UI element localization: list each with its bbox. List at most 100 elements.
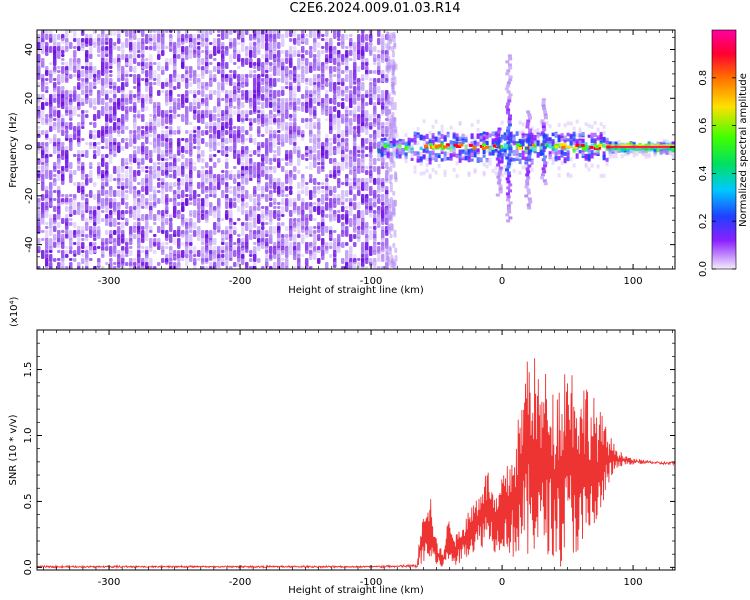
spectrogram-hot-cell <box>424 144 429 148</box>
spectrogram-spike-cell <box>504 87 509 91</box>
spectrogram-noise-cell <box>237 194 241 198</box>
spectrogram-noise-cell <box>105 138 109 146</box>
spectrogram-noise-cell <box>313 178 317 185</box>
spectrogram-noise-cell <box>261 102 265 109</box>
spectrogram-noise-cell <box>145 82 149 92</box>
spectrogram-noise-cell <box>337 78 341 82</box>
spectrogram-signal-cell <box>602 155 606 160</box>
spectrogram-noise-cell <box>317 250 321 253</box>
spectrogram-spike-cell <box>506 171 511 175</box>
spectrogram-spike-cell <box>526 170 531 174</box>
spectrogram-noise-cell <box>245 118 249 121</box>
spectrogram-noise-cell <box>209 242 213 246</box>
spectrogram-signal-cell <box>641 145 645 151</box>
spectrogram-noise-cell <box>133 110 137 113</box>
spectrogram-signal-cell <box>500 157 504 163</box>
spectrogram-noise-cell <box>353 218 357 226</box>
spectrogram-noise-cell <box>125 206 129 209</box>
spectrogram-noise-cell <box>133 74 137 84</box>
spectrogram-noise-cell <box>213 58 217 61</box>
spectrogram-halo-cell <box>479 135 483 140</box>
spectrogram-noise-cell <box>165 102 169 106</box>
spectrogram-noise-cell <box>345 230 349 237</box>
spectrogram-signal-cell <box>431 150 435 156</box>
spectrogram-noise-cell <box>225 122 229 129</box>
spectrogram-noise-cell <box>386 262 390 269</box>
spectrogram-spike-cell <box>507 54 512 58</box>
spectrogram-noise-cell <box>269 162 273 165</box>
spectrogram-noise-cell <box>81 238 85 241</box>
spectrogram-noise-cell <box>65 246 69 249</box>
spectrogram-noise-cell <box>81 102 85 106</box>
spectrogram-noise-cell <box>361 182 365 191</box>
spectrogram-noise-cell <box>45 122 49 125</box>
spectrogram-noise-cell <box>105 242 109 246</box>
spectrogram-noise-cell <box>233 174 237 178</box>
spectrogram-noise-cell <box>109 266 113 269</box>
spectrogram-spike-cell <box>528 143 533 147</box>
spectrogram-noise-cell <box>369 246 373 256</box>
spectrogram-noise-cell <box>113 154 117 157</box>
spectrogram-noise-cell <box>77 142 81 147</box>
spectrogram-signal-cell <box>632 141 636 147</box>
spectrogram-noise-cell <box>169 234 173 243</box>
spectrogram-noise-cell <box>386 32 390 41</box>
spectrogram-noise-cell <box>125 166 129 169</box>
spectrogram-noise-cell <box>213 74 217 79</box>
spectrogram-noise-cell <box>273 90 277 99</box>
spectrogram-noise-cell <box>165 138 169 142</box>
spectrogram-noise-cell <box>249 258 253 262</box>
spectrogram-noise-cell <box>61 150 65 160</box>
spectrogram-noise-cell <box>153 46 157 51</box>
spectrogram-noise-cell <box>285 246 289 251</box>
spectrogram-signal-cell <box>476 157 480 163</box>
spectrogram-noise-cell <box>381 254 385 262</box>
spectrogram-noise-cell <box>41 94 45 100</box>
spectrogram-noise-cell <box>353 98 357 105</box>
spectrogram-noise-cell <box>173 130 177 135</box>
spectrogram-noise-cell <box>377 130 381 138</box>
spectrogram-noise-cell <box>201 102 205 106</box>
spectrogram-noise-cell <box>261 142 265 148</box>
spectrogram-noise-cell <box>57 46 61 51</box>
spectrogram-noise-cell <box>73 106 77 116</box>
spectrogram-noise-cell <box>37 54 41 63</box>
spectrogram-noise-cell <box>249 134 253 139</box>
spectrogram-noise-cell <box>97 206 101 210</box>
spectrogram-noise-cell <box>269 266 273 269</box>
spectrogram-noise-cell <box>181 190 185 198</box>
spectrogram-noise-cell <box>281 102 285 105</box>
spectrogram-noise-cell <box>105 206 109 213</box>
spectrogram-noise-cell <box>361 114 365 123</box>
spectrogram-halo-cell <box>563 123 567 128</box>
spectrogram-spike-cell <box>506 198 511 202</box>
spectrogram-halo-cell <box>383 156 387 161</box>
spectrogram-noise-cell <box>61 86 65 90</box>
spectrogram-signal-cell <box>530 132 534 139</box>
spectrogram-noise-cell <box>41 46 45 54</box>
y-tick-label: -20 <box>24 188 35 204</box>
spectrogram-spike-cell <box>524 194 529 198</box>
spectrogram-noise-cell <box>185 98 189 103</box>
spectrogram-signal-cell <box>590 149 594 155</box>
spectrogram-noise-cell <box>233 198 237 201</box>
spectrogram-signal-cell <box>608 141 612 145</box>
spectrogram-halo-cell <box>473 169 477 174</box>
spectrogram-spike-cell <box>497 151 502 155</box>
spectrogram-noise-cell <box>309 210 313 214</box>
spectrogram-noise-cell <box>69 42 73 49</box>
spectrogram-noise-cell <box>93 114 97 121</box>
spectrogram-halo-cell <box>425 163 429 168</box>
spectrogram-noise-cell <box>269 238 273 244</box>
spectrogram-signal-cell <box>425 133 429 139</box>
spectrogram-noise-cell <box>189 106 193 112</box>
spectrogram-halo-cell <box>494 171 498 176</box>
spectrogram-noise-cell <box>237 90 241 93</box>
spectrogram-noise-cell <box>253 174 257 178</box>
spectrogram-noise-cell <box>253 218 257 228</box>
spectrogram-noise-cell <box>181 222 185 227</box>
spectrogram-noise-cell <box>133 258 137 262</box>
spectrogram-x-axis-label: Height of straight line (km) <box>288 285 424 296</box>
spectrogram-signal-cell <box>446 156 450 161</box>
spectrogram-noise-cell <box>233 126 237 129</box>
